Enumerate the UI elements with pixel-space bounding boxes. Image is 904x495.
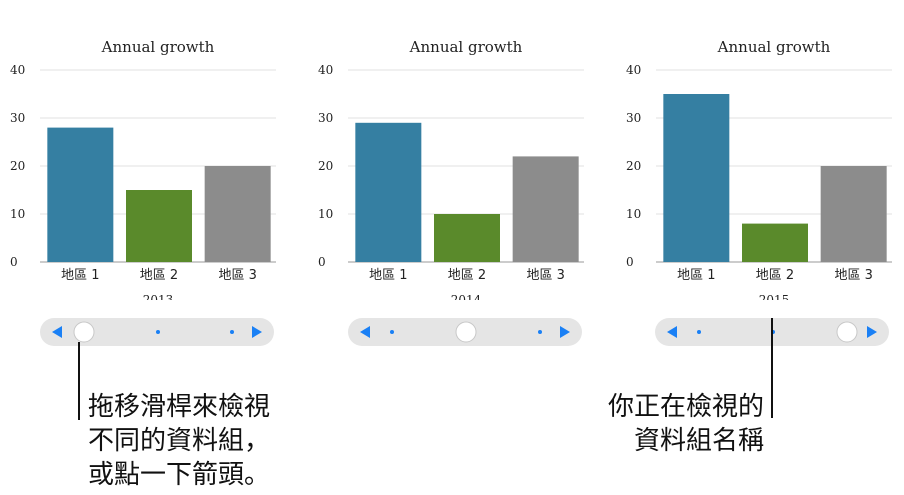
right-callout-line-1: 你正在檢視的 [607, 392, 764, 422]
x-tick-label: 地區 3 [218, 268, 256, 283]
y-tick-label: 20 [10, 159, 25, 173]
bar-2 [126, 190, 192, 262]
x-tick-label: 地區 3 [526, 268, 564, 283]
y-tick-label: 40 [10, 63, 25, 77]
right-callout-line-2: 資料組名稱 [633, 426, 764, 456]
slider-stop-dot[interactable] [156, 330, 160, 334]
charts-area: Annual growth 0 10 20 30 40 地區 1 地區 2 地區 3 2013 An… [10, 38, 892, 300]
slider-stop-dot[interactable] [538, 330, 542, 334]
bar-3 [820, 166, 887, 262]
bar-2 [434, 214, 500, 262]
chart-title: Annual growth [717, 38, 831, 56]
y-tick-label: 40 [626, 63, 641, 77]
x-tick-label: 地區 1 [677, 268, 715, 283]
y-tick-label: 30 [626, 111, 641, 125]
right-callout-leader [771, 318, 773, 418]
y-tick-label: 20 [626, 159, 641, 173]
y-tick-label: 0 [10, 255, 18, 269]
dataset-name-label: 2015 [759, 293, 790, 300]
bar-1 [663, 94, 730, 262]
dataset-slider[interactable] [348, 318, 582, 346]
left-callout: 拖移滑桿來檢視 不同的資料組， 或點一下箭頭。 [88, 390, 270, 492]
x-tick-label: 地區 1 [61, 268, 99, 283]
y-tick-label: 10 [626, 207, 641, 221]
right-arrow-icon[interactable] [560, 326, 570, 338]
dataset-name-label: 2013 [143, 293, 174, 300]
slider-stop-dot[interactable] [697, 330, 701, 334]
right-arrow-icon[interactable] [252, 326, 262, 338]
slider-thumb[interactable] [455, 321, 477, 343]
left-callout-line-1: 拖移滑桿來檢視 [88, 392, 271, 422]
y-tick-label: 20 [318, 159, 333, 173]
y-tick-label: 40 [318, 63, 333, 77]
left-arrow-icon[interactable] [360, 326, 370, 338]
y-tick-label: 10 [318, 207, 333, 221]
slider-thumb[interactable] [73, 321, 95, 343]
y-tick-label: 10 [10, 207, 25, 221]
bar-1 [355, 122, 422, 262]
dataset-slider[interactable] [40, 318, 274, 346]
slider-stop-dot[interactable] [230, 330, 234, 334]
bar-3 [204, 166, 271, 262]
bar-1 [47, 127, 114, 262]
slider-thumb[interactable] [836, 321, 858, 343]
left-callout-line-2: 不同的資料組， [88, 426, 271, 456]
x-tick-label: 地區 2 [448, 268, 486, 283]
chart-title: Annual growth [101, 38, 215, 56]
y-tick-label: 30 [10, 111, 25, 125]
right-callout: 你正在檢視的 資料組名稱 [600, 390, 764, 458]
left-callout-leader [78, 342, 80, 420]
slider-stop-dot[interactable] [390, 330, 394, 334]
bar-2 [742, 223, 808, 262]
y-tick-label: 30 [318, 111, 333, 125]
x-tick-label: 地區 2 [756, 268, 794, 283]
left-callout-line-3: 或點一下箭頭。 [88, 460, 271, 490]
x-tick-label: 地區 1 [369, 268, 407, 283]
y-tick-label: 0 [318, 255, 326, 269]
right-arrow-icon[interactable] [867, 326, 877, 338]
chart-title: Annual growth [409, 38, 523, 56]
x-tick-label: 地區 2 [140, 268, 178, 283]
x-tick-label: 地區 3 [834, 268, 872, 283]
dataset-name-label: 2014 [451, 293, 482, 300]
bar-3 [512, 156, 579, 262]
left-arrow-icon[interactable] [52, 326, 62, 338]
left-arrow-icon[interactable] [667, 326, 677, 338]
y-tick-label: 0 [626, 255, 634, 269]
